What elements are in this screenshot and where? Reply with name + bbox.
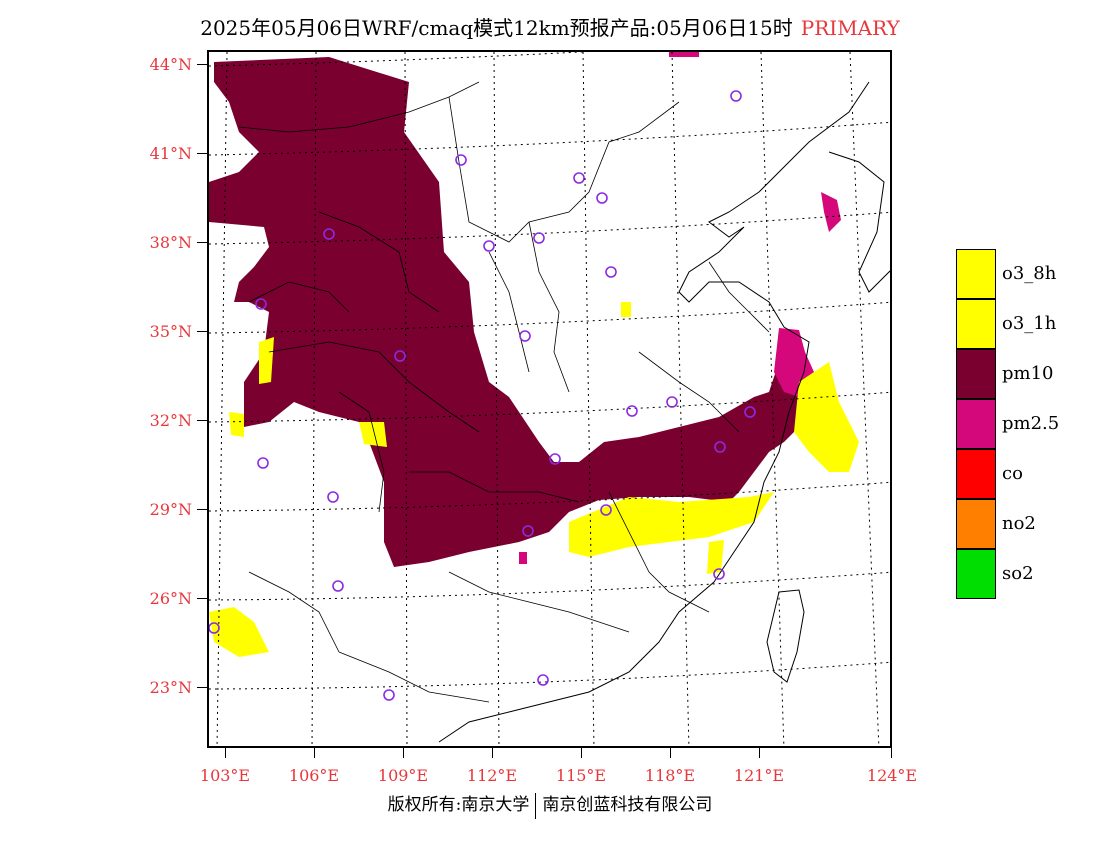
lat-label-29: 29°N bbox=[149, 500, 192, 519]
lat-label-38: 38°N bbox=[149, 233, 192, 252]
legend-item-pm25: pm2.5 bbox=[956, 399, 1076, 449]
lat-label-26: 26°N bbox=[149, 589, 192, 608]
graticule bbox=[209, 52, 890, 746]
lon-tick bbox=[225, 748, 226, 758]
lon-label-103: 103°E bbox=[199, 766, 251, 785]
title-tag: PRIMARY bbox=[800, 16, 900, 40]
lat-tick bbox=[197, 242, 207, 243]
legend-label: o3_8h bbox=[1002, 263, 1057, 284]
lat-tick bbox=[197, 64, 207, 65]
legend-swatch bbox=[956, 499, 996, 549]
legend-swatch bbox=[956, 299, 996, 349]
lon-tick bbox=[891, 748, 892, 758]
lat-label-35: 35°N bbox=[149, 322, 192, 341]
lon-label-118: 118°E bbox=[644, 766, 696, 785]
legend-label: pm10 bbox=[1002, 363, 1054, 384]
legend-item-pm10: pm10 bbox=[956, 349, 1076, 399]
lon-label-124: 124°E bbox=[866, 766, 918, 785]
lon-label-106: 106°E bbox=[288, 766, 340, 785]
coastline bbox=[438, 81, 870, 743]
lat-label-41: 41°N bbox=[149, 144, 192, 163]
legend-label: o3_1h bbox=[1002, 313, 1057, 334]
legend-item-co: co bbox=[956, 449, 1076, 499]
pm25-region bbox=[519, 552, 527, 564]
title-text: 2025年05月06日WRF/cmaq模式12km预报产品:05月06日15时 bbox=[200, 16, 793, 40]
o3-region bbox=[259, 337, 274, 384]
o3-region bbox=[209, 607, 269, 657]
lon-tick bbox=[581, 748, 582, 758]
lat-label-44: 44°N bbox=[149, 55, 192, 74]
lat-tick bbox=[197, 509, 207, 510]
copyright-separator bbox=[535, 792, 537, 819]
legend-swatch bbox=[956, 249, 996, 299]
legend-swatch bbox=[956, 449, 996, 499]
map-canvas bbox=[209, 52, 890, 746]
o3-region bbox=[359, 422, 387, 447]
o3-region bbox=[794, 362, 859, 472]
lon-tick bbox=[492, 748, 493, 758]
taiwan-outline bbox=[766, 589, 805, 683]
legend-swatch bbox=[956, 399, 996, 449]
lon-label-109: 109°E bbox=[377, 766, 429, 785]
copyright: 版权所有:南京大学 南京创蓝科技有限公司 bbox=[0, 790, 1100, 819]
o3-region bbox=[621, 302, 631, 317]
legend-label: co bbox=[1002, 463, 1023, 484]
province-boundaries bbox=[238, 81, 770, 703]
pm25-region bbox=[669, 52, 699, 57]
lat-tick bbox=[197, 420, 207, 421]
o3-region bbox=[569, 492, 774, 557]
legend-label: pm2.5 bbox=[1002, 413, 1060, 434]
o3-region bbox=[707, 540, 724, 574]
legend-item-o3-8h: o3_8h bbox=[956, 249, 1076, 299]
o3-region bbox=[229, 412, 244, 437]
lon-tick bbox=[759, 748, 760, 758]
lon-label-112: 112°E bbox=[466, 766, 518, 785]
lat-tick bbox=[197, 331, 207, 332]
korea-outline bbox=[828, 151, 890, 293]
legend-item-so2: so2 bbox=[956, 549, 1076, 599]
lon-tick bbox=[403, 748, 404, 758]
legend-label: no2 bbox=[1002, 513, 1036, 534]
map-title: 2025年05月06日WRF/cmaq模式12km预报产品:05月06日15时 P… bbox=[0, 12, 1100, 41]
lon-label-121: 121°E bbox=[733, 766, 785, 785]
legend-swatch bbox=[956, 349, 996, 399]
map-area[interactable] bbox=[207, 50, 892, 748]
legend-item-o3-1h: o3_1h bbox=[956, 299, 1076, 349]
lon-tick bbox=[314, 748, 315, 758]
lat-label-23: 23°N bbox=[149, 678, 192, 697]
copyright-right: 南京创蓝科技有限公司 bbox=[542, 795, 713, 815]
lat-tick bbox=[197, 153, 207, 154]
lat-tick bbox=[197, 687, 207, 688]
legend-item-no2: no2 bbox=[956, 499, 1076, 549]
legend: o3_8h o3_1h pm10 pm2.5 co no2 so2 bbox=[956, 249, 1076, 599]
lat-label-32: 32°N bbox=[149, 411, 192, 430]
lon-label-115: 115°E bbox=[555, 766, 607, 785]
lat-tick bbox=[197, 598, 207, 599]
copyright-left: 版权所有:南京大学 bbox=[387, 795, 530, 815]
lon-tick bbox=[670, 748, 671, 758]
pm10-region bbox=[209, 57, 804, 567]
city-markers bbox=[209, 90, 756, 701]
legend-label: so2 bbox=[1002, 563, 1034, 584]
pm25-region bbox=[821, 192, 841, 232]
legend-swatch bbox=[956, 549, 996, 599]
